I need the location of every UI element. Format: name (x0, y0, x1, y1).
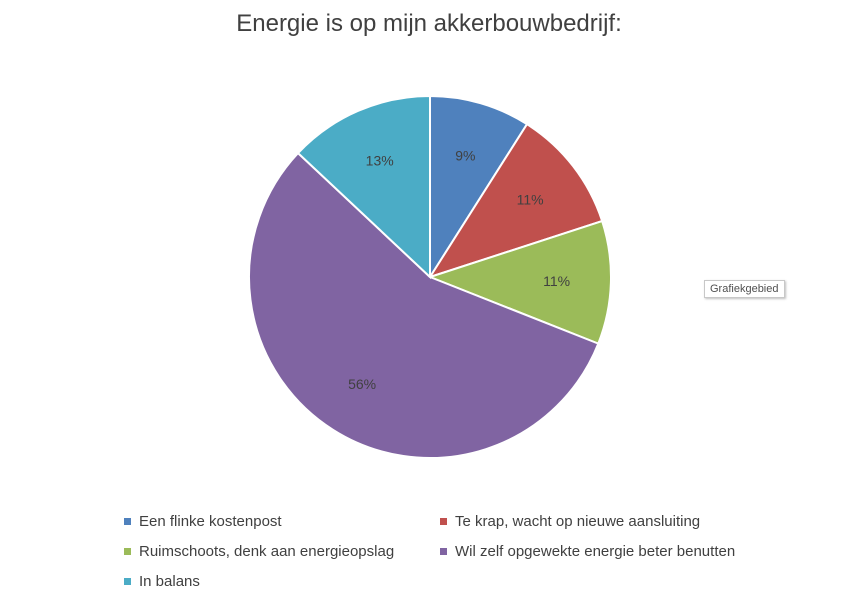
legend-swatch (124, 577, 131, 585)
legend-label: Een flinke kostenpost (139, 512, 282, 530)
legend-label: Te krap, wacht op nieuwe aansluiting (455, 512, 701, 530)
legend-swatch (124, 517, 131, 525)
legend-item[interactable]: Te krap, wacht op nieuwe aansluiting (440, 510, 764, 532)
data-label-5: 13% (366, 153, 394, 169)
data-label-3: 11% (543, 273, 570, 289)
legend-swatch (440, 547, 447, 555)
chart-area-tooltip: Grafiekgebied (704, 280, 785, 298)
chart-title: Energie is op mijn akkerbouwbedrijf: (236, 10, 622, 37)
legend-label: Wil zelf opgewekte energie beter benutte… (455, 542, 736, 560)
legend-swatch (124, 547, 131, 555)
data-label-1: 9% (455, 147, 475, 163)
legend-item[interactable]: Ruimschoots, denk aan energieopslag (124, 540, 440, 562)
pie-slice-5[interactable] (296, 94, 431, 280)
pie-slice-3[interactable] (427, 219, 612, 345)
pie-slice-1[interactable] (429, 94, 529, 281)
data-label-4: 56% (348, 376, 376, 392)
legend-label: In balans (139, 572, 200, 590)
legend-item[interactable]: Wil zelf opgewekte energie beter benutte… (440, 540, 764, 562)
pie-slice-4[interactable] (248, 151, 600, 459)
legend-item[interactable]: Een flinke kostenpost (124, 510, 440, 532)
pie-slice-2[interactable] (427, 122, 604, 279)
data-label-2: 11% (517, 191, 544, 207)
legend[interactable]: Een flinke kostenpost Te krap, wacht op n… (124, 510, 764, 592)
legend-label: Ruimschoots, denk aan energieopslag (139, 542, 395, 560)
legend-swatch (440, 517, 447, 525)
legend-item[interactable]: In balans (124, 570, 440, 592)
